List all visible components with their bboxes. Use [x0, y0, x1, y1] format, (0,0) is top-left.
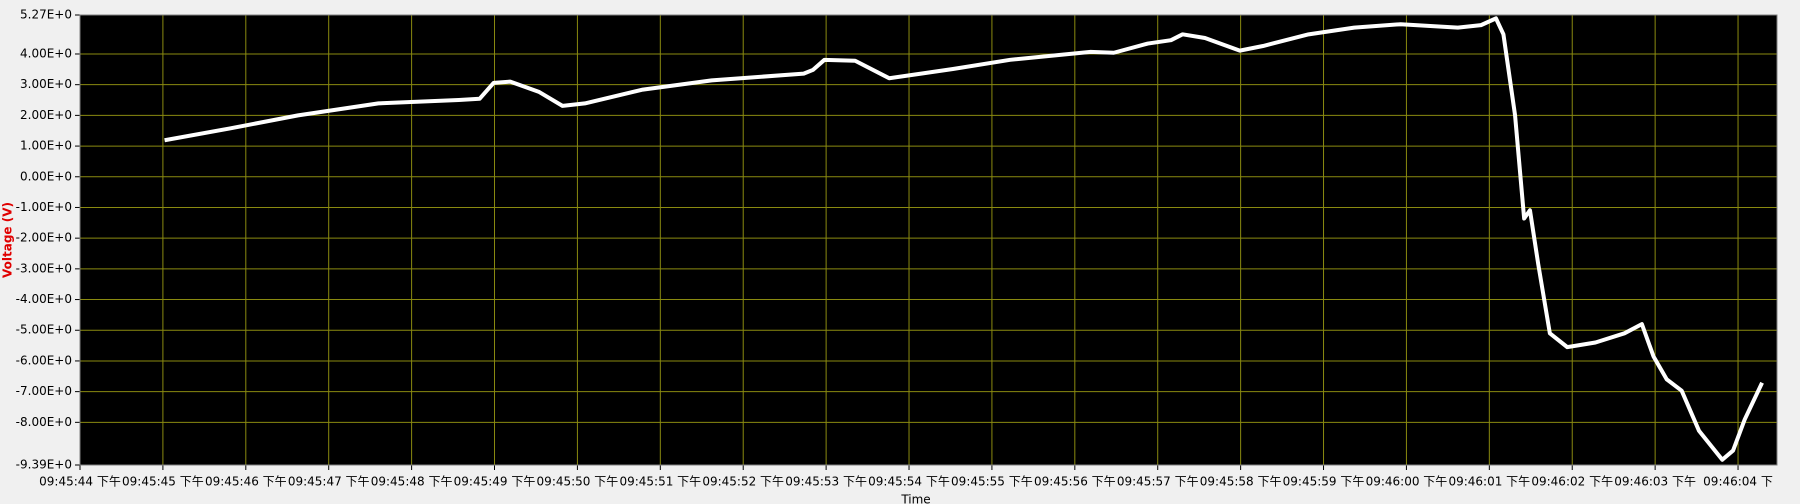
x-tick-label: 09:45:54 下午 — [868, 475, 950, 489]
x-tick-label: 09:45:57 下午 — [1117, 475, 1199, 489]
x-tick-label: 09:45:56 下午 — [1034, 475, 1116, 489]
y-tick-label: -6.00E+0 — [16, 353, 72, 367]
x-tick-label: 09:45:48 下午 — [371, 475, 453, 489]
x-tick-label: 09:45:59 下午 — [1283, 475, 1365, 489]
y-tick-label: -9.39E+0 — [16, 458, 72, 472]
y-tick-label: 4.00E+0 — [20, 46, 72, 60]
y-tick-label: -3.00E+0 — [16, 261, 72, 275]
x-axis-title: Time — [900, 493, 930, 504]
y-tick-label: -8.00E+0 — [16, 415, 72, 429]
y-tick-label: -7.00E+0 — [16, 384, 72, 398]
x-tick-label: 09:46:02 下午 — [1531, 475, 1613, 489]
x-tick-label: 09:45:49 下午 — [454, 475, 536, 489]
y-tick-label: 2.00E+0 — [20, 108, 72, 122]
y-tick-label: 1.00E+0 — [20, 139, 72, 153]
x-tick-label: 09:45:53 下午 — [785, 475, 867, 489]
x-tick-label: 09:45:58 下午 — [1200, 475, 1282, 489]
y-tick-label: 3.00E+0 — [20, 77, 72, 91]
x-tick-label: 09:46:04 下 — [1703, 475, 1773, 489]
y-axis-title: Voltage (V) — [1, 202, 15, 278]
y-tick-label: -1.00E+0 — [16, 200, 72, 214]
x-tick-label: 09:45:45 下午 — [122, 475, 204, 489]
x-tick-label: 09:45:50 下午 — [537, 475, 619, 489]
x-tick-label: 09:45:52 下午 — [702, 475, 784, 489]
x-tick-label: 09:45:46 下午 — [205, 475, 287, 489]
y-tick-label: -4.00E+0 — [16, 292, 72, 306]
y-tick-label: -2.00E+0 — [16, 231, 72, 245]
x-tick-label: 09:46:01 下午 — [1448, 475, 1530, 489]
x-tick-label: 09:45:51 下午 — [619, 475, 701, 489]
y-tick-label: -5.00E+0 — [16, 323, 72, 337]
x-tick-label: 09:45:44 下午 — [39, 475, 121, 489]
data-line — [164, 16, 1764, 462]
y-tick-label: 0.00E+0 — [20, 169, 72, 183]
x-tick-label: 09:45:55 下午 — [951, 475, 1033, 489]
x-tick-label: 09:46:00 下午 — [1366, 475, 1448, 489]
plot-area — [80, 15, 1777, 465]
x-tick-label: 09:45:47 下午 — [288, 475, 370, 489]
plot-border — [79, 14, 1778, 466]
x-tick-label: 09:46:03 下午 — [1614, 475, 1696, 489]
y-tick-label: 5.27E+0 — [20, 8, 72, 22]
